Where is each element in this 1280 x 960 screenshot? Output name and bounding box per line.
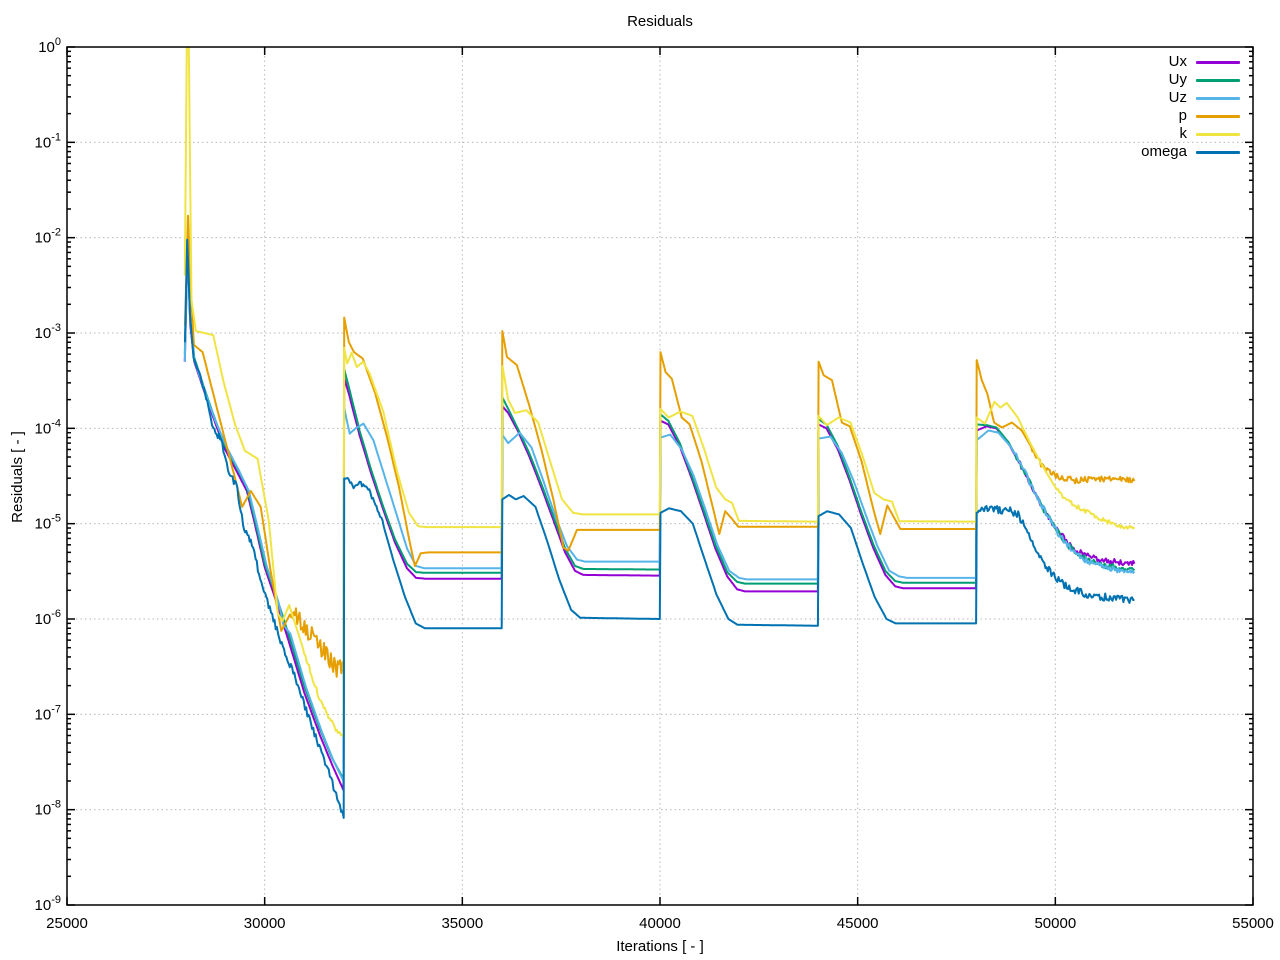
x-tick-label: 55000 (1232, 915, 1274, 932)
legend-label-omega: omega (1141, 143, 1187, 160)
y-tick-label: 100 (38, 36, 61, 56)
legend-entry-uz: Uz (1141, 89, 1240, 107)
legend-line-sample-k (1196, 132, 1240, 136)
legend-entry-omega: omega (1141, 143, 1240, 161)
legend-entry-p: p (1141, 107, 1240, 125)
x-tick-label: 25000 (46, 915, 88, 932)
y-tick-label: 10-9 (35, 894, 61, 914)
x-tick-label: 50000 (1034, 915, 1076, 932)
y-tick-label: 10-3 (35, 322, 61, 342)
legend-label-uz: Uz (1168, 89, 1187, 106)
chart-title: Residuals (627, 13, 693, 30)
x-tick-label: 40000 (639, 915, 681, 932)
y-axis-label: Residuals [ - ] (9, 431, 26, 523)
y-tick-label: 10-6 (35, 608, 61, 628)
legend-label-p: p (1178, 107, 1187, 124)
legend-entry-ux: Ux (1141, 53, 1240, 71)
legend-line-sample-uz (1196, 96, 1240, 100)
legend-line-sample-uy (1196, 78, 1240, 82)
legend-entry-k: k (1141, 125, 1240, 143)
x-tick-label: 35000 (441, 915, 483, 932)
legend-entry-uy: Uy (1141, 71, 1240, 89)
legend-line-sample-omega (1196, 150, 1240, 154)
y-tick-label: 10-8 (35, 799, 61, 819)
x-tick-label: 30000 (244, 915, 286, 932)
series-line-omega (184, 238, 1135, 819)
legend: Ux Uy Uz p k omega (1141, 53, 1240, 161)
legend-label-uy: Uy (1168, 71, 1187, 88)
legend-line-sample-ux (1196, 60, 1240, 64)
legend-label-k: k (1179, 125, 1188, 142)
y-tick-label: 10-2 (35, 227, 61, 247)
x-tick-label: 45000 (837, 915, 879, 932)
legend-label-ux: Ux (1168, 53, 1187, 70)
y-tick-label: 10-5 (35, 513, 61, 533)
y-tick-label: 10-1 (35, 131, 61, 151)
legend-line-sample-p (1196, 114, 1240, 118)
x-axis-label: Iterations [ - ] (616, 938, 704, 955)
y-tick-label: 10-4 (35, 417, 61, 437)
y-tick-label: 10-7 (35, 703, 61, 723)
